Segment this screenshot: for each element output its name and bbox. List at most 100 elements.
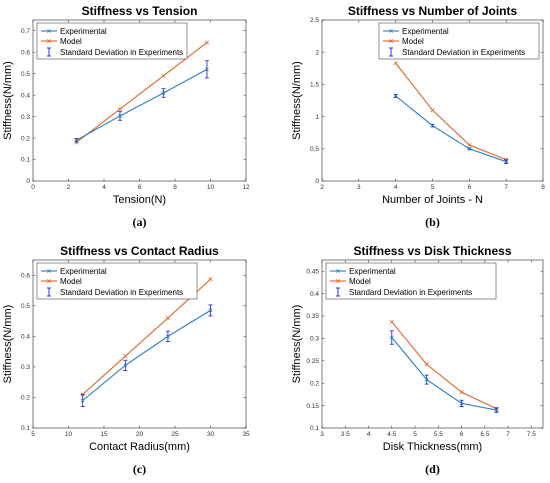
y-tick-label: 0.3 [310,336,319,343]
x-axis-label: Contact Radius(mm) [89,441,190,453]
model-point [204,40,210,45]
chart-title: Stiffness vs Tension [82,4,198,18]
x-tick-label: 5 [31,431,35,438]
panel-caption: (c) [133,462,146,476]
x-tick-label: 7 [504,184,508,191]
experimental-series-line [82,309,211,401]
x-tick-label: 25 [171,431,179,438]
y-tick-label: 0.45 [306,268,319,275]
experimental-point [494,408,499,412]
legend-box [36,262,198,300]
model-point [430,108,435,113]
y-tick-label: 0.1 [310,425,319,432]
model-point [123,354,128,359]
chart-panel-2: Stiffness vs Number of Joints 2 3 4 5 6 7 8 0 0.5… [291,4,545,229]
legend-label-stddev: Standard Deviation in Experiments [402,48,525,57]
y-axis-label: Stiffness(N/mm) [2,305,14,384]
model-point [393,61,398,66]
y-tick-label: 0.3 [21,364,30,371]
experimental-point [80,398,85,403]
legend-experimental-marker [336,269,340,273]
y-tick-label: 0.15 [306,403,319,410]
x-tick-label: 7.5 [527,431,536,438]
model-point [424,362,429,367]
legend-box [36,22,188,60]
legend-box [325,262,497,300]
legend-model-marker [336,279,340,283]
model-point [389,319,394,324]
panel-caption: (d) [425,462,440,476]
y-tick-label: 0.6 [21,49,30,56]
legend-label-experimental: Experimental [60,27,107,36]
x-tick-label: 5.5 [434,431,443,438]
panel-caption: (a) [133,215,147,229]
y-tick-label: 0 [315,178,319,185]
legend-label-stddev: Standard Deviation in Experiments [349,288,472,297]
x-tick-label: 6 [138,184,142,191]
y-tick-label: 0 [26,178,30,185]
chart-title: Stiffness vs Contact Radius [60,244,219,258]
x-tick-label: 4 [102,184,106,191]
x-tick-label: 5 [431,184,435,191]
legend-label-experimental: Experimental [349,267,396,276]
y-tick-label: 0.6 [21,272,30,279]
y-tick-label: 0.2 [310,380,319,387]
legend-label-model: Model [402,37,424,46]
chart-panel-1: Stiffness vs Tension 0 2 4 6 8 10 12 0 0.1 0.2 0.3 0… [2,4,250,229]
y-tick-label: 0.5 [21,303,30,310]
legend-model-marker [47,279,51,283]
model-point [117,107,123,112]
x-tick-label: 6.5 [480,431,489,438]
x-axis-label: Disk Thickness(mm) [383,441,482,453]
experimental-point [161,91,166,95]
legend-label-experimental: Experimental [60,267,107,276]
experimental-series-line [395,95,507,163]
y-tick-label: 0.7 [21,28,30,35]
chart-title: Stiffness vs Number of Joints [348,4,518,18]
experimental-point [118,114,122,118]
y-tick-label: 1.5 [310,82,319,89]
chart-title: Stiffness vs Disk Thickness [353,244,511,258]
legend-label-experimental: Experimental [402,27,449,36]
x-tick-label: 3 [357,184,361,191]
legend-label-model: Model [349,277,371,286]
x-tick-label: 2 [67,184,71,191]
experimental-point [123,363,128,368]
x-tick-label: 4.5 [387,431,396,438]
x-axis-label: Tension(N) [113,194,166,206]
x-tick-label: 6 [460,431,464,438]
y-tick-label: 0.4 [310,291,319,298]
experimental-point [393,94,398,98]
experimental-point [166,334,170,339]
y-tick-label: 0.3 [21,114,30,121]
model-point [208,277,213,282]
legend-label-stddev: Standard Deviation in Experiments [60,48,183,57]
legend-model-marker [389,39,393,43]
x-tick-label: 8 [173,184,177,191]
experimental-point [424,377,429,382]
y-tick-label: 0.4 [21,92,30,99]
experimental-point [74,138,79,143]
x-tick-label: 8 [541,184,545,191]
experimental-point [205,67,209,72]
experimental-series-line [391,337,497,411]
x-tick-label: 3 [320,431,324,438]
experimental-point [430,123,435,128]
y-tick-label: 2 [315,49,319,56]
experimental-point [467,146,472,151]
experimental-series-line [76,68,208,141]
y-tick-label: 0.2 [21,135,30,142]
model-series-line [395,62,507,161]
x-tick-label: 35 [242,431,250,438]
x-tick-label: 5 [413,431,417,438]
y-axis-label: Stiffness(N/mm) [2,61,14,140]
x-tick-label: 4 [394,184,398,191]
model-point [165,315,170,321]
x-tick-label: 3.5 [341,431,350,438]
panel-caption: (b) [425,215,440,229]
chart-panel-4: Stiffness vs Disk Thickness 3 3.5 4 4.5 5 5.5 6… [291,244,544,476]
